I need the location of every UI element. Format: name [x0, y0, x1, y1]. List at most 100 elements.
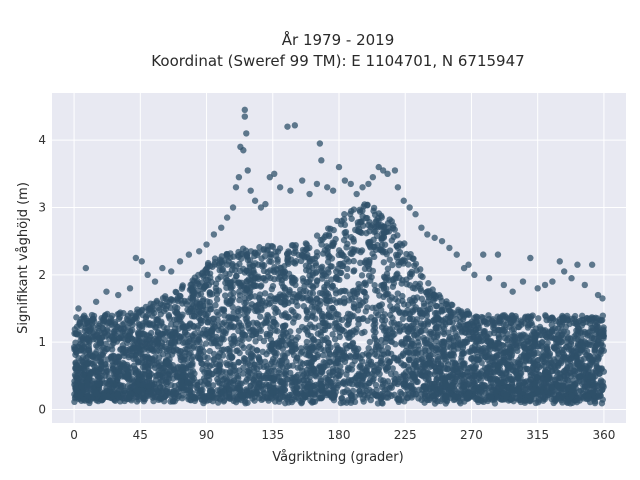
data-point: [246, 343, 253, 351]
data-point: [289, 279, 296, 287]
data-point: [133, 314, 140, 322]
data-point: [319, 250, 327, 257]
data-point: [355, 221, 362, 229]
data-point: [594, 339, 602, 347]
data-point: [557, 360, 565, 367]
chart-title-line-1: År 1979 - 2019: [282, 30, 395, 49]
data-point: [316, 307, 323, 315]
data-point: [303, 306, 310, 314]
data-point: [190, 339, 197, 346]
data-point: [303, 315, 310, 323]
data-point: [399, 315, 407, 323]
data-point: [149, 336, 156, 344]
data-point: [214, 353, 222, 360]
data-point: [597, 377, 605, 384]
data-point: [495, 380, 502, 387]
data-point: [236, 367, 243, 374]
data-point: [501, 327, 508, 335]
data-point: [132, 370, 140, 377]
data-point: [157, 300, 164, 307]
data-point: [372, 218, 380, 226]
data-point: [71, 345, 79, 352]
data-point: [189, 373, 196, 381]
data-point: [260, 363, 268, 371]
data-point: [584, 384, 592, 391]
data-point: [73, 385, 80, 392]
data-point: [461, 322, 468, 330]
data-point: [125, 332, 132, 340]
data-point: [506, 375, 514, 383]
data-point: [177, 348, 185, 355]
data-point: [267, 360, 274, 368]
data-point: [206, 347, 214, 355]
data-point: [256, 334, 263, 342]
data-point: [231, 384, 238, 392]
data-point: [389, 314, 396, 322]
data-point: [353, 372, 361, 380]
data-point: [343, 244, 350, 251]
data-point: [260, 267, 268, 275]
data-point: [586, 360, 594, 368]
data-point: [512, 369, 519, 376]
data-point: [212, 284, 220, 292]
data-point: [502, 370, 510, 377]
data-point: [121, 325, 128, 333]
data-point: [548, 376, 555, 384]
data-point: [481, 327, 488, 335]
data-point: [410, 370, 417, 378]
data-point: [399, 277, 406, 284]
data-point: [560, 390, 567, 397]
data-point: [337, 399, 345, 407]
data-point: [361, 328, 368, 336]
data-point: [86, 337, 93, 344]
data-point: [170, 343, 177, 350]
data-point: [261, 290, 269, 297]
data-point: [388, 325, 396, 333]
data-point: [236, 280, 243, 287]
data-point: [311, 387, 319, 394]
data-point: [77, 347, 84, 354]
data-point: [258, 322, 265, 329]
data-point: [241, 398, 249, 405]
data-point: [364, 394, 371, 401]
data-point: [592, 330, 599, 337]
data-point: [367, 277, 374, 284]
data-point: [219, 352, 227, 359]
data-point: [221, 312, 228, 319]
data-point: [238, 391, 246, 399]
data-point: [306, 272, 313, 279]
data-point: [272, 352, 279, 360]
data-point: [541, 380, 548, 387]
data-point: [383, 270, 391, 278]
data-point: [341, 211, 348, 218]
data-point: [415, 342, 423, 349]
data-point: [573, 398, 581, 406]
data-point: [235, 358, 242, 366]
data-point: [156, 322, 163, 329]
data-point: [169, 375, 177, 382]
data-point: [365, 221, 372, 229]
data-point: [514, 323, 522, 331]
data-point: [150, 300, 158, 308]
data-point: [380, 284, 388, 291]
data-point: [189, 353, 197, 361]
data-point: [447, 352, 454, 359]
data-point: [196, 355, 204, 362]
data-point: [522, 365, 529, 373]
data-point: [243, 314, 251, 322]
data-point: [243, 386, 250, 393]
data-point: [190, 278, 198, 285]
data-point: [338, 287, 345, 295]
data-point: [547, 390, 554, 397]
data-point: [335, 367, 342, 375]
data-point: [543, 385, 551, 392]
data-point: [171, 303, 179, 311]
data-point: [386, 256, 393, 263]
data-point: [84, 360, 91, 367]
data-point: [406, 296, 414, 304]
data-point: [256, 291, 264, 298]
data-point: [372, 320, 379, 327]
data-point: [561, 375, 569, 383]
data-point: [299, 367, 306, 374]
data-point: [516, 332, 523, 339]
